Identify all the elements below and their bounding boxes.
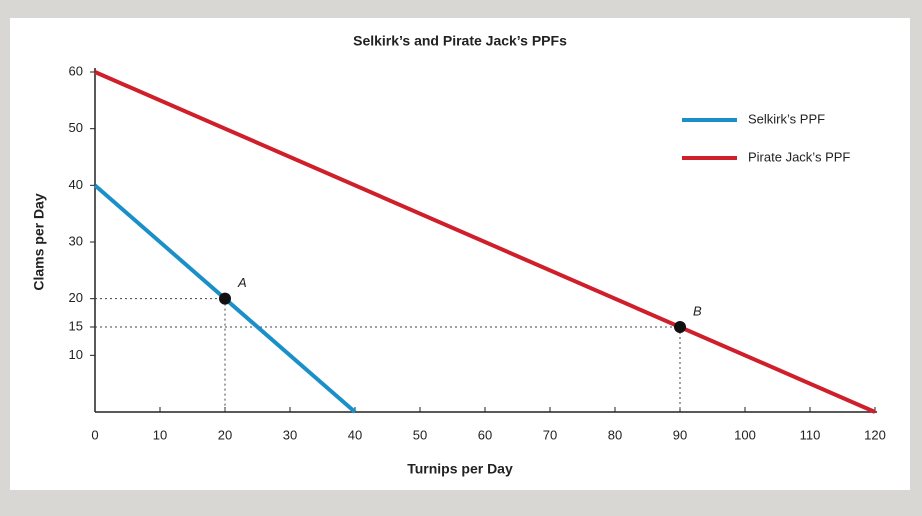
x-tick-label: 10	[153, 427, 167, 442]
x-tick-label: 50	[413, 427, 427, 442]
point	[219, 293, 231, 305]
point-label: A	[237, 275, 247, 290]
x-tick-label: 110	[800, 427, 821, 442]
point-label: B	[693, 303, 702, 318]
legend-label: Selkirk’s PPF	[748, 111, 825, 126]
chart-title: Selkirk’s and Pirate Jack’s PPFs	[353, 33, 567, 49]
y-tick-label: 30	[69, 233, 83, 248]
y-axis-label: Clams per Day	[31, 193, 47, 290]
x-tick-label: 70	[543, 427, 557, 442]
x-axis-label: Turnips per Day	[407, 461, 513, 477]
x-tick-label: 90	[673, 427, 687, 442]
x-tick-label: 60	[478, 427, 492, 442]
panel	[10, 18, 910, 490]
y-tick-label: 50	[69, 120, 83, 135]
chart: Selkirk’s and Pirate Jack’s PPFs Turnips…	[0, 0, 922, 516]
page: Selkirk’s and Pirate Jack’s PPFs Turnips…	[0, 0, 922, 516]
x-tick-label: 100	[734, 427, 756, 442]
y-tick-label: 40	[69, 177, 83, 192]
point	[674, 321, 686, 333]
y-tick-label: 10	[69, 347, 83, 362]
x-tick-label: 20	[218, 427, 232, 442]
y-tick-label: 20	[69, 290, 83, 305]
y-tick-label: 60	[69, 63, 83, 78]
y-tick-label: 15	[69, 318, 83, 333]
x-tick-label: 0	[91, 427, 98, 442]
x-tick-label: 30	[283, 427, 297, 442]
x-tick-label: 80	[608, 427, 622, 442]
legend-label: Pirate Jack’s PPF	[748, 149, 850, 164]
x-tick-label: 120	[864, 427, 886, 442]
x-tick-label: 40	[348, 427, 362, 442]
